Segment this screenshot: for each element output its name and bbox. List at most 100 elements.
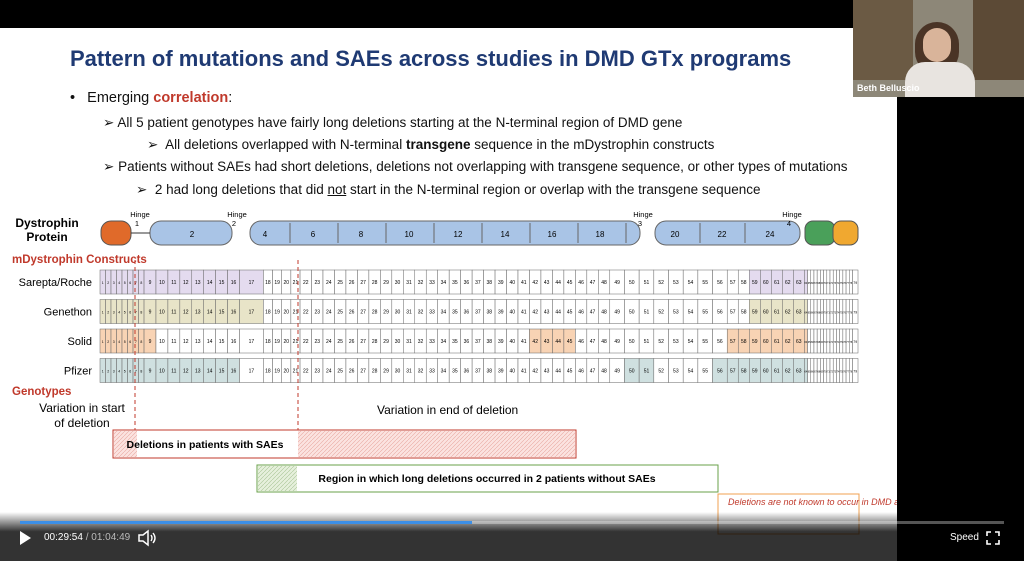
exon-number: 70 (824, 341, 827, 344)
exon-number: 63 (796, 310, 802, 316)
exon-number: 30 (395, 280, 401, 286)
section-label: Genotypes (12, 386, 72, 398)
exon-number: 40 (509, 339, 515, 345)
exon-number: 28 (372, 339, 378, 345)
domain-number: 12 (454, 230, 463, 239)
play-button[interactable] (18, 530, 32, 546)
emphasis: transgene (405, 137, 471, 152)
hatch (298, 431, 575, 457)
exon-number: 35 (452, 339, 458, 345)
construct-name: Pfizer (64, 366, 92, 378)
rod-domain (654, 220, 801, 246)
exon-number: 71 (827, 282, 830, 285)
exon-number: 10 (159, 339, 165, 345)
exon-number: 34 (441, 369, 447, 375)
exon-number: 73 (833, 371, 836, 374)
exon-number: 20 (284, 280, 290, 286)
exon-number: 29 (383, 369, 389, 375)
exon-number: 17 (249, 310, 255, 316)
exon-number: 24 (326, 339, 332, 345)
exon-number: 33 (429, 310, 435, 316)
exon-number: 22 (303, 280, 309, 286)
emphasis: not (327, 182, 347, 197)
exon-number: 5 (124, 370, 126, 374)
exon-number: 15 (219, 369, 225, 375)
exon-number: 74 (837, 341, 840, 344)
exon-number: 55 (702, 339, 708, 345)
exon-number: 73 (833, 312, 836, 315)
exon-number: 56 (717, 280, 723, 286)
progress-track[interactable] (20, 521, 1004, 524)
domain-number: 2 (190, 230, 195, 239)
exon-number: 78 (849, 282, 852, 285)
exon-number: 60 (763, 339, 769, 345)
bullet: ➢ All deletions overlapped with N-termin… (147, 137, 715, 152)
exon-number: 71 (827, 371, 830, 374)
exon-number: 57 (730, 339, 736, 345)
exon-number: 29 (383, 280, 389, 286)
volume-button[interactable] (138, 529, 158, 547)
exon-number: 37 (475, 280, 481, 286)
exon-number: 79 (853, 311, 857, 315)
exon-number: 40 (509, 310, 515, 316)
exon-number: 53 (673, 339, 679, 345)
exon-number: 61 (774, 369, 780, 375)
annotation: Variation in end of deletion (377, 403, 519, 417)
exon-number: 48 (601, 369, 607, 375)
exon-number: 13 (195, 310, 201, 316)
domain-number: 4 (263, 230, 268, 239)
exon-number: 42 (532, 339, 538, 345)
construct-name: Sarepta/Roche (19, 277, 92, 289)
exon-number: 75 (840, 282, 843, 285)
exon-number: 24 (326, 280, 332, 286)
exon-number: 28 (372, 369, 378, 375)
exon-number: 49 (614, 369, 620, 375)
exon-number: 59 (752, 369, 758, 375)
text: Emerging (87, 90, 154, 106)
exon-number: 75 (840, 371, 843, 374)
exon-number: 4 (118, 311, 120, 315)
exon-number: 32 (418, 369, 424, 375)
exon-number: 38 (487, 339, 493, 345)
exon-number: 11 (171, 369, 176, 375)
exon-number: 13 (195, 280, 201, 286)
box-label: Deletions in patients with SAEs (127, 439, 284, 451)
time: 00:29:54 / 01:04:49 (44, 532, 130, 543)
speed-button[interactable]: Speed (950, 532, 979, 543)
exon-number: 32 (418, 280, 424, 286)
exon-number: 19 (274, 310, 280, 316)
exon-number: 5 (124, 311, 126, 315)
exon-number: 51 (644, 310, 650, 316)
exon-number: 22 (303, 339, 309, 345)
text: All deletions overlapped with N-terminal (165, 137, 406, 152)
exon-number: 67 (814, 341, 817, 344)
exon-number: 13 (195, 339, 201, 345)
exon-number: 79 (853, 370, 857, 374)
exon-number: 60 (763, 310, 769, 316)
fullscreen-button[interactable] (986, 531, 1000, 545)
text: All 5 patient genotypes have fairly long… (117, 115, 683, 130)
exon-number: 34 (441, 280, 447, 286)
exon-number: 71 (827, 341, 830, 344)
text: start in the N-terminal region or overla… (346, 182, 761, 197)
exon-number: 4 (118, 370, 120, 374)
exon-number: 1 (102, 311, 104, 315)
exon-number: 30 (395, 310, 401, 316)
exon-number: 34 (441, 310, 447, 316)
exon-number: 47 (590, 310, 596, 316)
box-label: Region in which long deletions occurred … (318, 473, 655, 485)
exon-number: 68 (817, 282, 820, 285)
exon-number: 39 (498, 339, 504, 345)
hinge-label: Hinge (130, 210, 150, 219)
exon-number: 66 (811, 282, 814, 285)
exon (852, 328, 859, 354)
exon-number: 44 (555, 310, 561, 316)
exon-number: 54 (688, 280, 694, 286)
exon-number: 52 (658, 369, 664, 375)
exon-number: 36 (464, 369, 470, 375)
exon-number: 65 (808, 312, 811, 315)
exon-number: 43 (544, 339, 550, 345)
exon-number: 70 (824, 312, 827, 315)
duration: 01:04:49 (91, 532, 131, 543)
text: Patients without SAEs had short deletion… (118, 159, 848, 174)
